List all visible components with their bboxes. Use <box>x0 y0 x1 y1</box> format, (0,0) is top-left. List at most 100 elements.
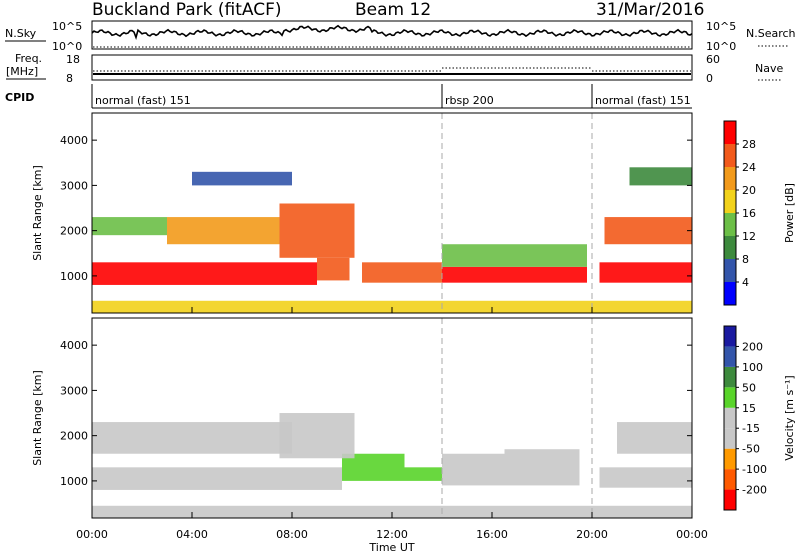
heatmap-cell <box>617 422 692 454</box>
cpid-label: CPID <box>5 91 34 104</box>
heatmap-cell <box>92 300 692 313</box>
colorbar-swatch <box>724 448 736 470</box>
colorbar-tick-label: 15 <box>742 402 756 415</box>
date-title: 31/Mar/2016 <box>596 0 704 20</box>
nsky-tick-bottom-right: 10^0 <box>706 40 736 53</box>
velocity-panel: 1000 2000 3000 4000 Slant Range [km] 200 100… <box>31 317 796 519</box>
colorbar-swatch <box>724 326 736 347</box>
freq-tick-bottom: 8 <box>66 72 73 85</box>
colorbar-tick-label: 28 <box>742 138 756 151</box>
colorbar-tick-label: 16 <box>742 207 756 220</box>
colorbar-swatch <box>724 489 736 510</box>
x-tick-label: 00:00 <box>676 528 708 541</box>
y-tick-label: 4000 <box>60 339 88 352</box>
velocity-cells <box>92 318 692 518</box>
colorbar-swatch <box>724 387 736 408</box>
x-axis-label: Time UT <box>368 541 414 554</box>
heatmap-cell <box>599 467 692 488</box>
freq-tick-top: 18 <box>66 53 80 66</box>
heatmap-cell <box>192 171 292 186</box>
colorbar-swatch <box>724 167 736 190</box>
x-tick-label: 16:00 <box>476 528 508 541</box>
colorbar-tick-label: 50 <box>742 381 756 394</box>
freq-panel: Freq. [MHz] 18 8 60 0 Nave <box>6 52 783 85</box>
y-tick-label: 3000 <box>60 179 88 192</box>
beam-title: Beam 12 <box>355 0 431 20</box>
heatmap-cell <box>92 505 692 518</box>
velocity-y-ticks: 1000 2000 3000 4000 <box>60 339 692 488</box>
colorbar-swatch <box>724 407 736 429</box>
colorbar-tick-label: 12 <box>742 230 756 243</box>
power-colorbar-label: Power [dB] <box>783 183 796 243</box>
nsky-trace <box>91 24 693 40</box>
colorbar-tick-label: -15 <box>742 422 760 435</box>
x-tick-label: 08:00 <box>276 528 308 541</box>
colorbar-swatch <box>724 469 736 490</box>
colorbar-swatch <box>724 282 736 305</box>
colorbar-swatch <box>724 236 736 259</box>
heatmap-cell <box>279 203 355 258</box>
colorbar-swatch <box>724 259 736 282</box>
heatmap-cell <box>167 217 280 245</box>
cpid-segment-label: normal (fast) 151 <box>595 94 691 107</box>
colorbar-tick-label: 24 <box>742 161 756 174</box>
heatmap-cell <box>92 467 342 490</box>
nave-tick-bottom: 0 <box>706 72 713 85</box>
colorbar-swatch <box>724 144 736 167</box>
power-colorbar: 28 24 20 16 12 8 4 <box>723 120 756 306</box>
heatmap-cell <box>92 422 292 454</box>
colorbar-frame <box>723 325 737 511</box>
nsky-panel: N.Sky 10^5 10^0 10^5 10^0 N.Search <box>5 20 796 53</box>
power-cells <box>92 113 692 313</box>
colorbar-swatch <box>724 190 736 213</box>
colorbar-swatch <box>724 366 736 388</box>
heatmap-cell <box>92 217 167 236</box>
heatmap-cell <box>279 413 355 459</box>
heatmap-cell <box>317 257 350 281</box>
nsky-label: N.Sky <box>5 27 37 40</box>
heatmap-cell <box>599 262 692 283</box>
power-y-ticks: 1000 2000 3000 4000 <box>60 134 692 283</box>
heatmap-cell <box>362 262 442 283</box>
freq-frame <box>91 54 693 81</box>
colorbar-swatch <box>724 346 736 367</box>
velocity-colorbar-label: Velocity [m s⁻¹] <box>783 375 796 460</box>
velocity-ylabel: Slant Range [km] <box>31 370 44 466</box>
colorbar-tick-label: 4 <box>742 276 749 289</box>
x-tick-label: 04:00 <box>176 528 208 541</box>
cpid-segment-label: rbsp 200 <box>445 94 494 107</box>
x-tick-label: 12:00 <box>376 528 408 541</box>
heatmap-cell <box>442 266 587 283</box>
colorbar-tick-label: 100 <box>742 361 763 374</box>
power-panel: 1000 2000 3000 4000 Slant Range [km] 28 24 20… <box>31 112 796 314</box>
colorbar-tick-label: 8 <box>742 253 749 266</box>
velocity-colorbar: 200 100 50 15 -15 -50 -100 -200 <box>723 325 767 511</box>
heatmap-cell <box>92 262 317 285</box>
colorbar-swatch <box>724 121 736 144</box>
y-tick-label: 4000 <box>60 134 88 147</box>
cpid-segment-label: normal (fast) 151 <box>95 94 191 107</box>
heatmap-cell <box>504 449 580 486</box>
nsky-frame <box>91 20 693 50</box>
station-title: Buckland Park (fitACF) <box>92 0 282 20</box>
colorbar-tick-label: -50 <box>742 443 760 456</box>
heatmap-cell <box>442 244 587 267</box>
nsky-tick-top: 10^5 <box>52 20 82 33</box>
colorbar-swatch <box>724 213 736 236</box>
y-tick-label: 2000 <box>60 225 88 238</box>
colorbar-tick-label: 200 <box>742 340 763 353</box>
nsky-tick-bottom: 10^0 <box>52 40 82 53</box>
y-tick-label: 3000 <box>60 384 88 397</box>
colorbar-tick-label: -100 <box>742 463 767 476</box>
y-tick-label: 2000 <box>60 430 88 443</box>
nsearch-label: N.Search <box>746 27 796 40</box>
nave-tick-top: 60 <box>706 53 720 66</box>
freq-label-line1: Freq. <box>15 52 42 65</box>
x-axis: 00:00 04:00 08:00 12:00 16:00 20:00 00:00 <box>76 307 708 541</box>
y-tick-label: 1000 <box>60 270 88 283</box>
colorbar-tick-label: 20 <box>742 184 756 197</box>
colorbar-tick-label: -200 <box>742 484 767 497</box>
heatmap-cell <box>629 167 692 186</box>
nsky-tick-top-right: 10^5 <box>706 20 736 33</box>
